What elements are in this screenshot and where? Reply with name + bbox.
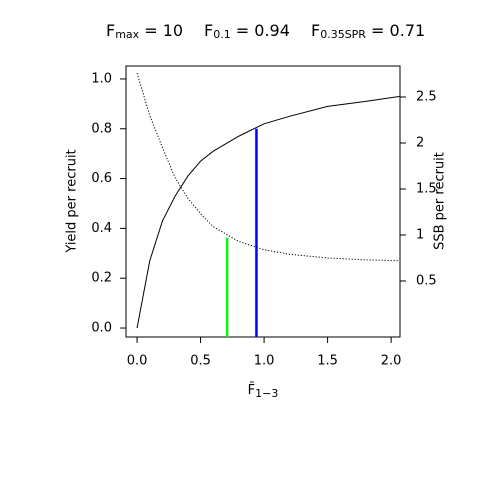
- x-label-main: F̄: [248, 382, 255, 397]
- x-axis-label: F̄1−3: [248, 382, 279, 400]
- x-tick-label: 1.0: [254, 354, 275, 369]
- y-tick-label: 0.8: [91, 121, 112, 136]
- y2-axis-label: SSB per recruit: [433, 152, 448, 250]
- plot-frame: [125, 65, 401, 338]
- x-tick-label: 0.5: [190, 354, 211, 369]
- x-tick-label: 2.0: [381, 354, 402, 369]
- annotation-symbol: F: [204, 21, 213, 40]
- y-axis-label: Yield per recruit: [65, 149, 80, 253]
- annotation: Fmax = 10: [106, 21, 183, 42]
- series-line: [136, 95, 400, 329]
- annotation-value: = 10: [139, 21, 183, 40]
- y2-tick-label: 1.5: [416, 181, 437, 196]
- x-tick-label: 0.0: [127, 354, 148, 369]
- y-tick-label: 0.4: [91, 221, 112, 236]
- annotation-subscript: 0.1: [213, 28, 231, 41]
- x-label-sub: 1−3: [255, 387, 278, 400]
- annotation-value: = 0.94: [231, 21, 290, 40]
- series-line: [136, 72, 400, 262]
- annotation: F0.35SPR = 0.71: [311, 21, 425, 42]
- x-tick-label: 1.5: [317, 354, 338, 369]
- annotation-subscript: max: [115, 28, 139, 41]
- y2-tick-label: 2.5: [416, 90, 437, 105]
- y-tick-label: 0.0: [91, 321, 112, 336]
- annotation-symbol: F: [311, 21, 320, 40]
- annotation-value: = 0.71: [366, 21, 425, 40]
- annotation: F0.1 = 0.94: [204, 21, 290, 42]
- y2-tick-label: 0.5: [416, 273, 437, 288]
- annotation-subscript: 0.35SPR: [320, 28, 366, 41]
- annotation-symbol: F: [106, 21, 115, 40]
- y-tick-label: 1.0: [91, 71, 112, 86]
- y2-tick-label: 2: [416, 135, 424, 150]
- y-tick-label: 0.6: [91, 171, 112, 186]
- y-tick-label: 0.2: [91, 271, 112, 286]
- y2-tick-label: 1: [416, 227, 424, 242]
